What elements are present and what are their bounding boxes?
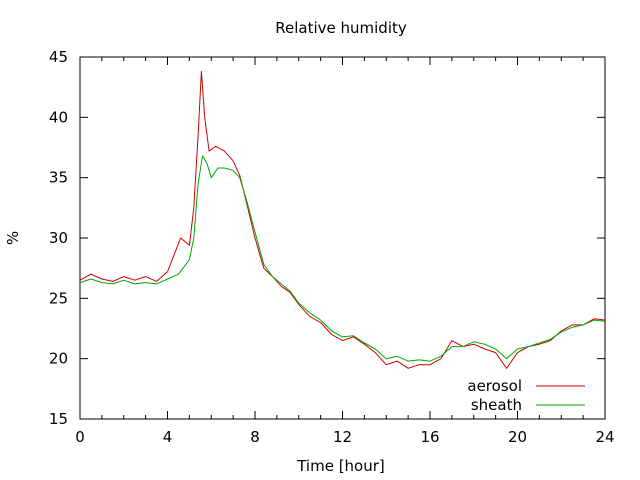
x-tick-label: 20	[508, 428, 527, 446]
y-tick-label: 25	[49, 289, 68, 307]
x-axis-label: Time [hour]	[296, 457, 385, 475]
axis-ticks: 0 4 8 12 16 20 24 15 20 25 30 35 40 45	[49, 48, 615, 446]
series-line-aerosol	[79, 71, 606, 369]
y-tick-label: 45	[49, 48, 68, 66]
y-tick-label: 35	[49, 169, 68, 187]
x-tick-label: 4	[163, 428, 173, 446]
plot-frame	[79, 56, 606, 420]
x-tick-label: 12	[333, 428, 352, 446]
y-tick-label: 30	[49, 229, 68, 247]
x-tick-label: 8	[250, 428, 260, 446]
x-tick-label: 0	[75, 428, 85, 446]
series-layer	[79, 71, 606, 369]
x-tick-label: 24	[595, 428, 614, 446]
legend-label-aerosol: aerosol	[467, 377, 522, 395]
legend-label-sheath: sheath	[471, 396, 522, 414]
series-line-sheath	[79, 155, 606, 362]
y-tick-label: 20	[49, 350, 68, 368]
chart-title: Relative humidity	[275, 19, 407, 37]
y-tick-label: 40	[49, 108, 68, 126]
plot-border	[79, 56, 606, 420]
y-tick-label: 15	[49, 410, 68, 428]
y-axis-label: %	[4, 231, 22, 245]
x-tick-label: 16	[420, 428, 439, 446]
